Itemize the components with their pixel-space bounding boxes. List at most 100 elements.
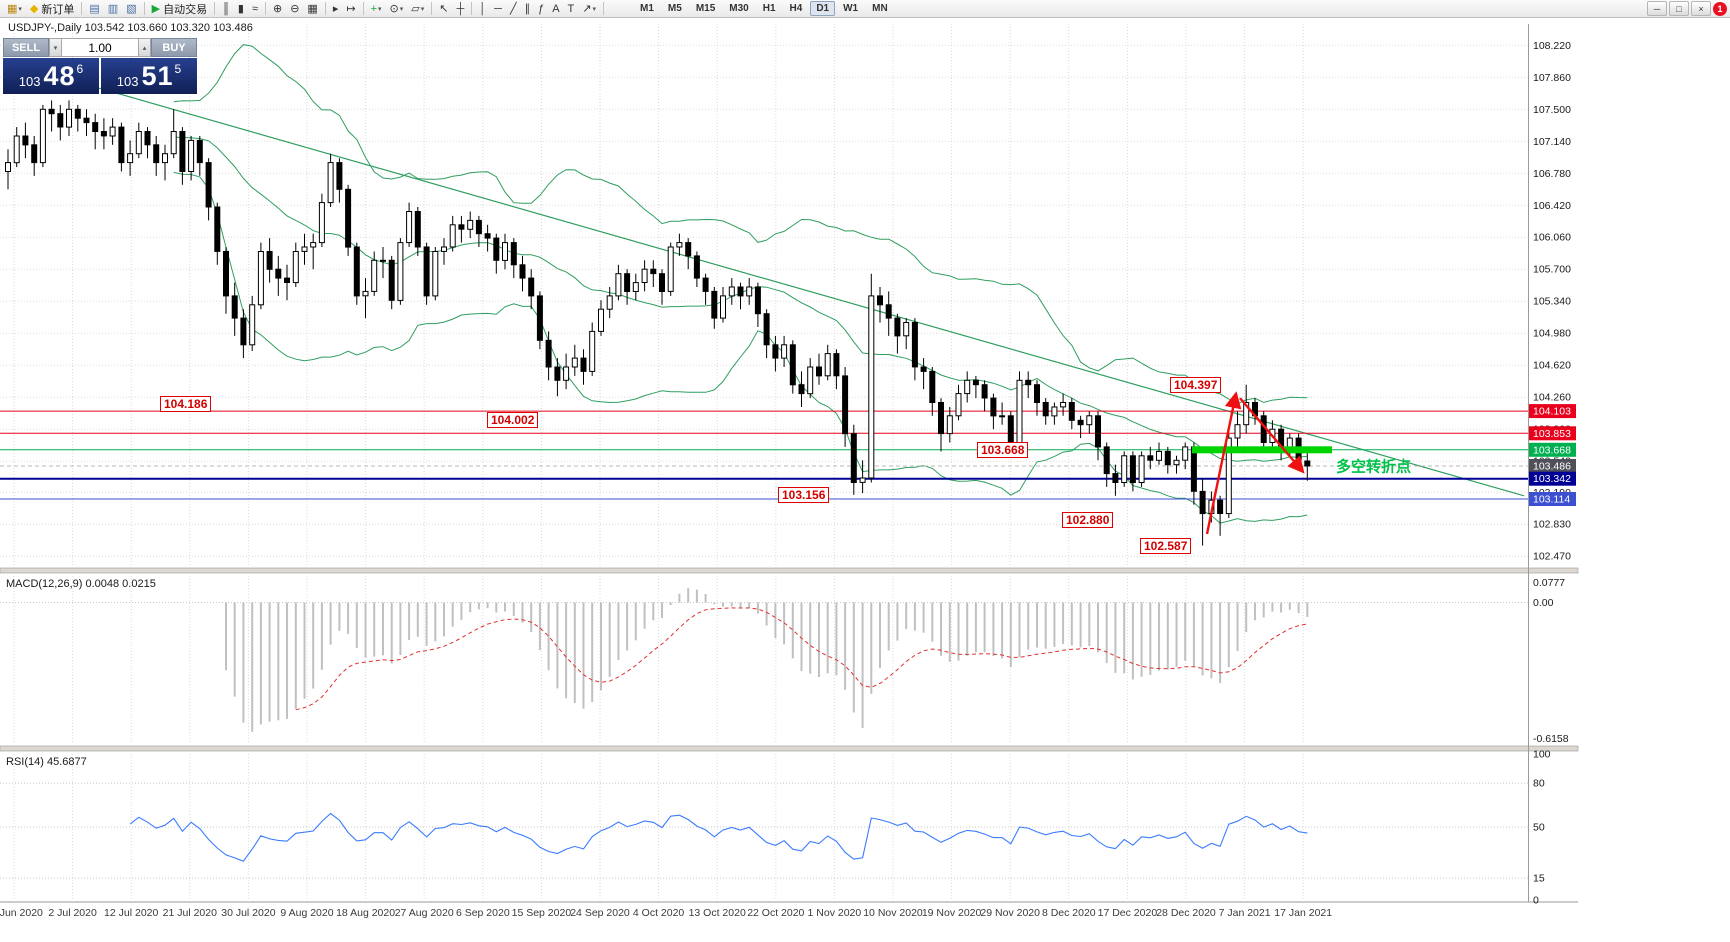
auto-trading-label: 自动交易 bbox=[163, 3, 208, 16]
buy-price-display[interactable]: 103 51 5 bbox=[101, 58, 197, 94]
chevron-down-icon: ▾ bbox=[378, 5, 382, 13]
trend-arrow[interactable] bbox=[1205, 391, 1242, 535]
notification-badge[interactable]: 1 bbox=[1713, 1, 1727, 16]
timeframe-h4-button[interactable]: H4 bbox=[789, 3, 803, 14]
price-annotation-103.156[interactable]: 103.156 bbox=[778, 487, 830, 503]
trend-arrow[interactable] bbox=[1239, 397, 1305, 474]
auto-scroll-button[interactable]: ▸ bbox=[330, 1, 342, 17]
cursor-button[interactable]: ↖ bbox=[436, 1, 451, 17]
crosshair-button[interactable]: ┼ bbox=[453, 1, 467, 17]
axis-label: 1 Nov 2020 bbox=[808, 907, 862, 919]
macd-signal-line bbox=[295, 607, 1308, 711]
candle-body bbox=[1129, 455, 1136, 483]
templates-button[interactable]: ▱ ▾ bbox=[408, 1, 427, 17]
line-chart-button[interactable]: ≈ bbox=[249, 1, 261, 17]
volume-decrease-button[interactable]: ▾ bbox=[49, 38, 62, 57]
timeframe-h1-button[interactable]: H1 bbox=[762, 3, 776, 14]
toolbar-separator bbox=[81, 2, 83, 15]
indicators-button[interactable]: + ▾ bbox=[368, 1, 385, 17]
toolbar-separator bbox=[362, 2, 364, 15]
candle-body bbox=[1042, 402, 1049, 417]
price-annotation-103.668[interactable]: 103.668 bbox=[977, 442, 1029, 458]
candle-body bbox=[1138, 455, 1145, 483]
new-chart-button[interactable]: ▦ ▾ bbox=[4, 1, 25, 17]
text-button[interactable]: A bbox=[549, 1, 562, 17]
trend-note-text[interactable]: 多空转折点 bbox=[1336, 458, 1412, 476]
axis-label: 100 bbox=[1533, 749, 1551, 761]
vertical-line-button[interactable]: │ bbox=[476, 1, 489, 17]
candle-body bbox=[153, 144, 160, 164]
zoom-in-button[interactable]: ⊕ bbox=[270, 1, 285, 17]
price-annotation-104.002[interactable]: 104.002 bbox=[487, 412, 539, 428]
market-watch-icon: ▤ bbox=[89, 2, 100, 15]
candle-body bbox=[1147, 455, 1154, 461]
panel-separator[interactable] bbox=[0, 745, 1579, 752]
candlestick-chart-button[interactable]: ▮ bbox=[235, 1, 247, 17]
price-annotation-104.186[interactable]: 104.186 bbox=[160, 396, 212, 412]
text-icon: A bbox=[552, 2, 560, 15]
volume-input[interactable] bbox=[62, 38, 138, 57]
sell-price-display[interactable]: 103 48 6 bbox=[3, 58, 99, 94]
minimize-button[interactable]: ─ bbox=[1647, 1, 1667, 16]
horizontal-line-button[interactable]: ─ bbox=[491, 1, 505, 17]
timeframe-m5-button[interactable]: M5 bbox=[667, 3, 682, 14]
axis-label: 30 Jul 2020 bbox=[221, 907, 275, 919]
fibonacci-button[interactable]: ƒ bbox=[535, 1, 547, 17]
price-annotation-102.880[interactable]: 102.880 bbox=[1062, 512, 1114, 528]
auto-trading-button[interactable]: ▶ 自动交易 bbox=[149, 1, 210, 17]
market-watch-button[interactable]: ▤ bbox=[86, 1, 102, 17]
line-chart-icon: ≈ bbox=[251, 2, 258, 15]
price-annotation-104.397[interactable]: 104.397 bbox=[1170, 377, 1222, 393]
zoom-out-button[interactable]: ⊖ bbox=[287, 1, 302, 17]
periods-button[interactable]: ⊙ ▾ bbox=[387, 1, 407, 17]
support-highlight-bar[interactable] bbox=[1192, 446, 1332, 454]
maximize-button[interactable]: □ bbox=[1669, 1, 1689, 16]
timeframe-m1-button[interactable]: M1 bbox=[640, 3, 654, 14]
candle-body bbox=[972, 379, 979, 386]
candle-body bbox=[257, 251, 264, 306]
timeframe-m15-button[interactable]: M15 bbox=[695, 3, 716, 14]
candle-body bbox=[580, 357, 587, 372]
main-toolbar: ▦ ▾ ◆ 新订单 ▤ ▥ ▧ ▶ 自动交易 ║ ▮ ≈ ⊕ ⊖ ▦ ▸ ↦ + ▾ ⊙ ▾ ▱ ▾ ↖ ┼ │ ─ ╱ ∥ ƒ A T ↗ ▾ … bbox=[0, 0, 1730, 18]
volume-increase-button[interactable]: ▴ bbox=[138, 38, 151, 57]
chevron-down-icon: ▾ bbox=[592, 5, 596, 13]
candle-body bbox=[554, 366, 561, 381]
close-button[interactable]: × bbox=[1691, 1, 1711, 16]
timeframe-d1-button[interactable]: D1 bbox=[810, 1, 836, 16]
arrows-button[interactable]: ↗ ▾ bbox=[579, 1, 599, 17]
templates-icon: ▱ bbox=[411, 2, 420, 15]
axis-label: 21 Jul 2020 bbox=[163, 907, 217, 919]
new-order-button[interactable]: ◆ 新订单 bbox=[27, 1, 77, 17]
data-window-button[interactable]: ▥ bbox=[105, 1, 121, 17]
price-axis-highlight bbox=[1529, 442, 1576, 457]
trendline-button[interactable]: ╱ bbox=[507, 1, 520, 17]
timeframe-w1-button[interactable]: W1 bbox=[843, 3, 859, 14]
descending-trendline[interactable] bbox=[85, 83, 1525, 497]
candle-body bbox=[1103, 446, 1110, 475]
chart-shift-button[interactable]: ↦ bbox=[343, 1, 358, 17]
axis-label: 24 Sep 2020 bbox=[570, 907, 630, 919]
bar-chart-button[interactable]: ║ bbox=[219, 1, 233, 17]
candle-body bbox=[894, 317, 901, 337]
candle-body bbox=[1095, 415, 1101, 448]
candle-body bbox=[1060, 402, 1067, 408]
candle-body bbox=[850, 433, 857, 484]
panel-separator[interactable] bbox=[0, 567, 1579, 574]
text-label-button[interactable]: T bbox=[565, 1, 578, 17]
candle-body bbox=[39, 108, 46, 164]
price-annotation-102.587[interactable]: 102.587 bbox=[1140, 538, 1192, 554]
candlestick-chart-icon: ▮ bbox=[237, 2, 244, 15]
candle-body bbox=[929, 370, 936, 403]
candle-body bbox=[249, 304, 256, 346]
timeframe-m30-button[interactable]: M30 bbox=[729, 3, 749, 14]
candle-body bbox=[467, 219, 474, 230]
equidistant-channel-button[interactable]: ∥ bbox=[522, 1, 534, 17]
buy-button[interactable]: BUY bbox=[151, 38, 197, 57]
sell-button[interactable]: SELL bbox=[3, 38, 49, 57]
axis-label: 50 bbox=[1533, 822, 1545, 834]
navigator-button[interactable]: ▧ bbox=[123, 1, 139, 17]
timeframe-mn-button[interactable]: MN bbox=[872, 3, 888, 14]
tile-windows-button[interactable]: ▦ bbox=[304, 1, 320, 17]
navigator-icon: ▧ bbox=[126, 2, 137, 15]
